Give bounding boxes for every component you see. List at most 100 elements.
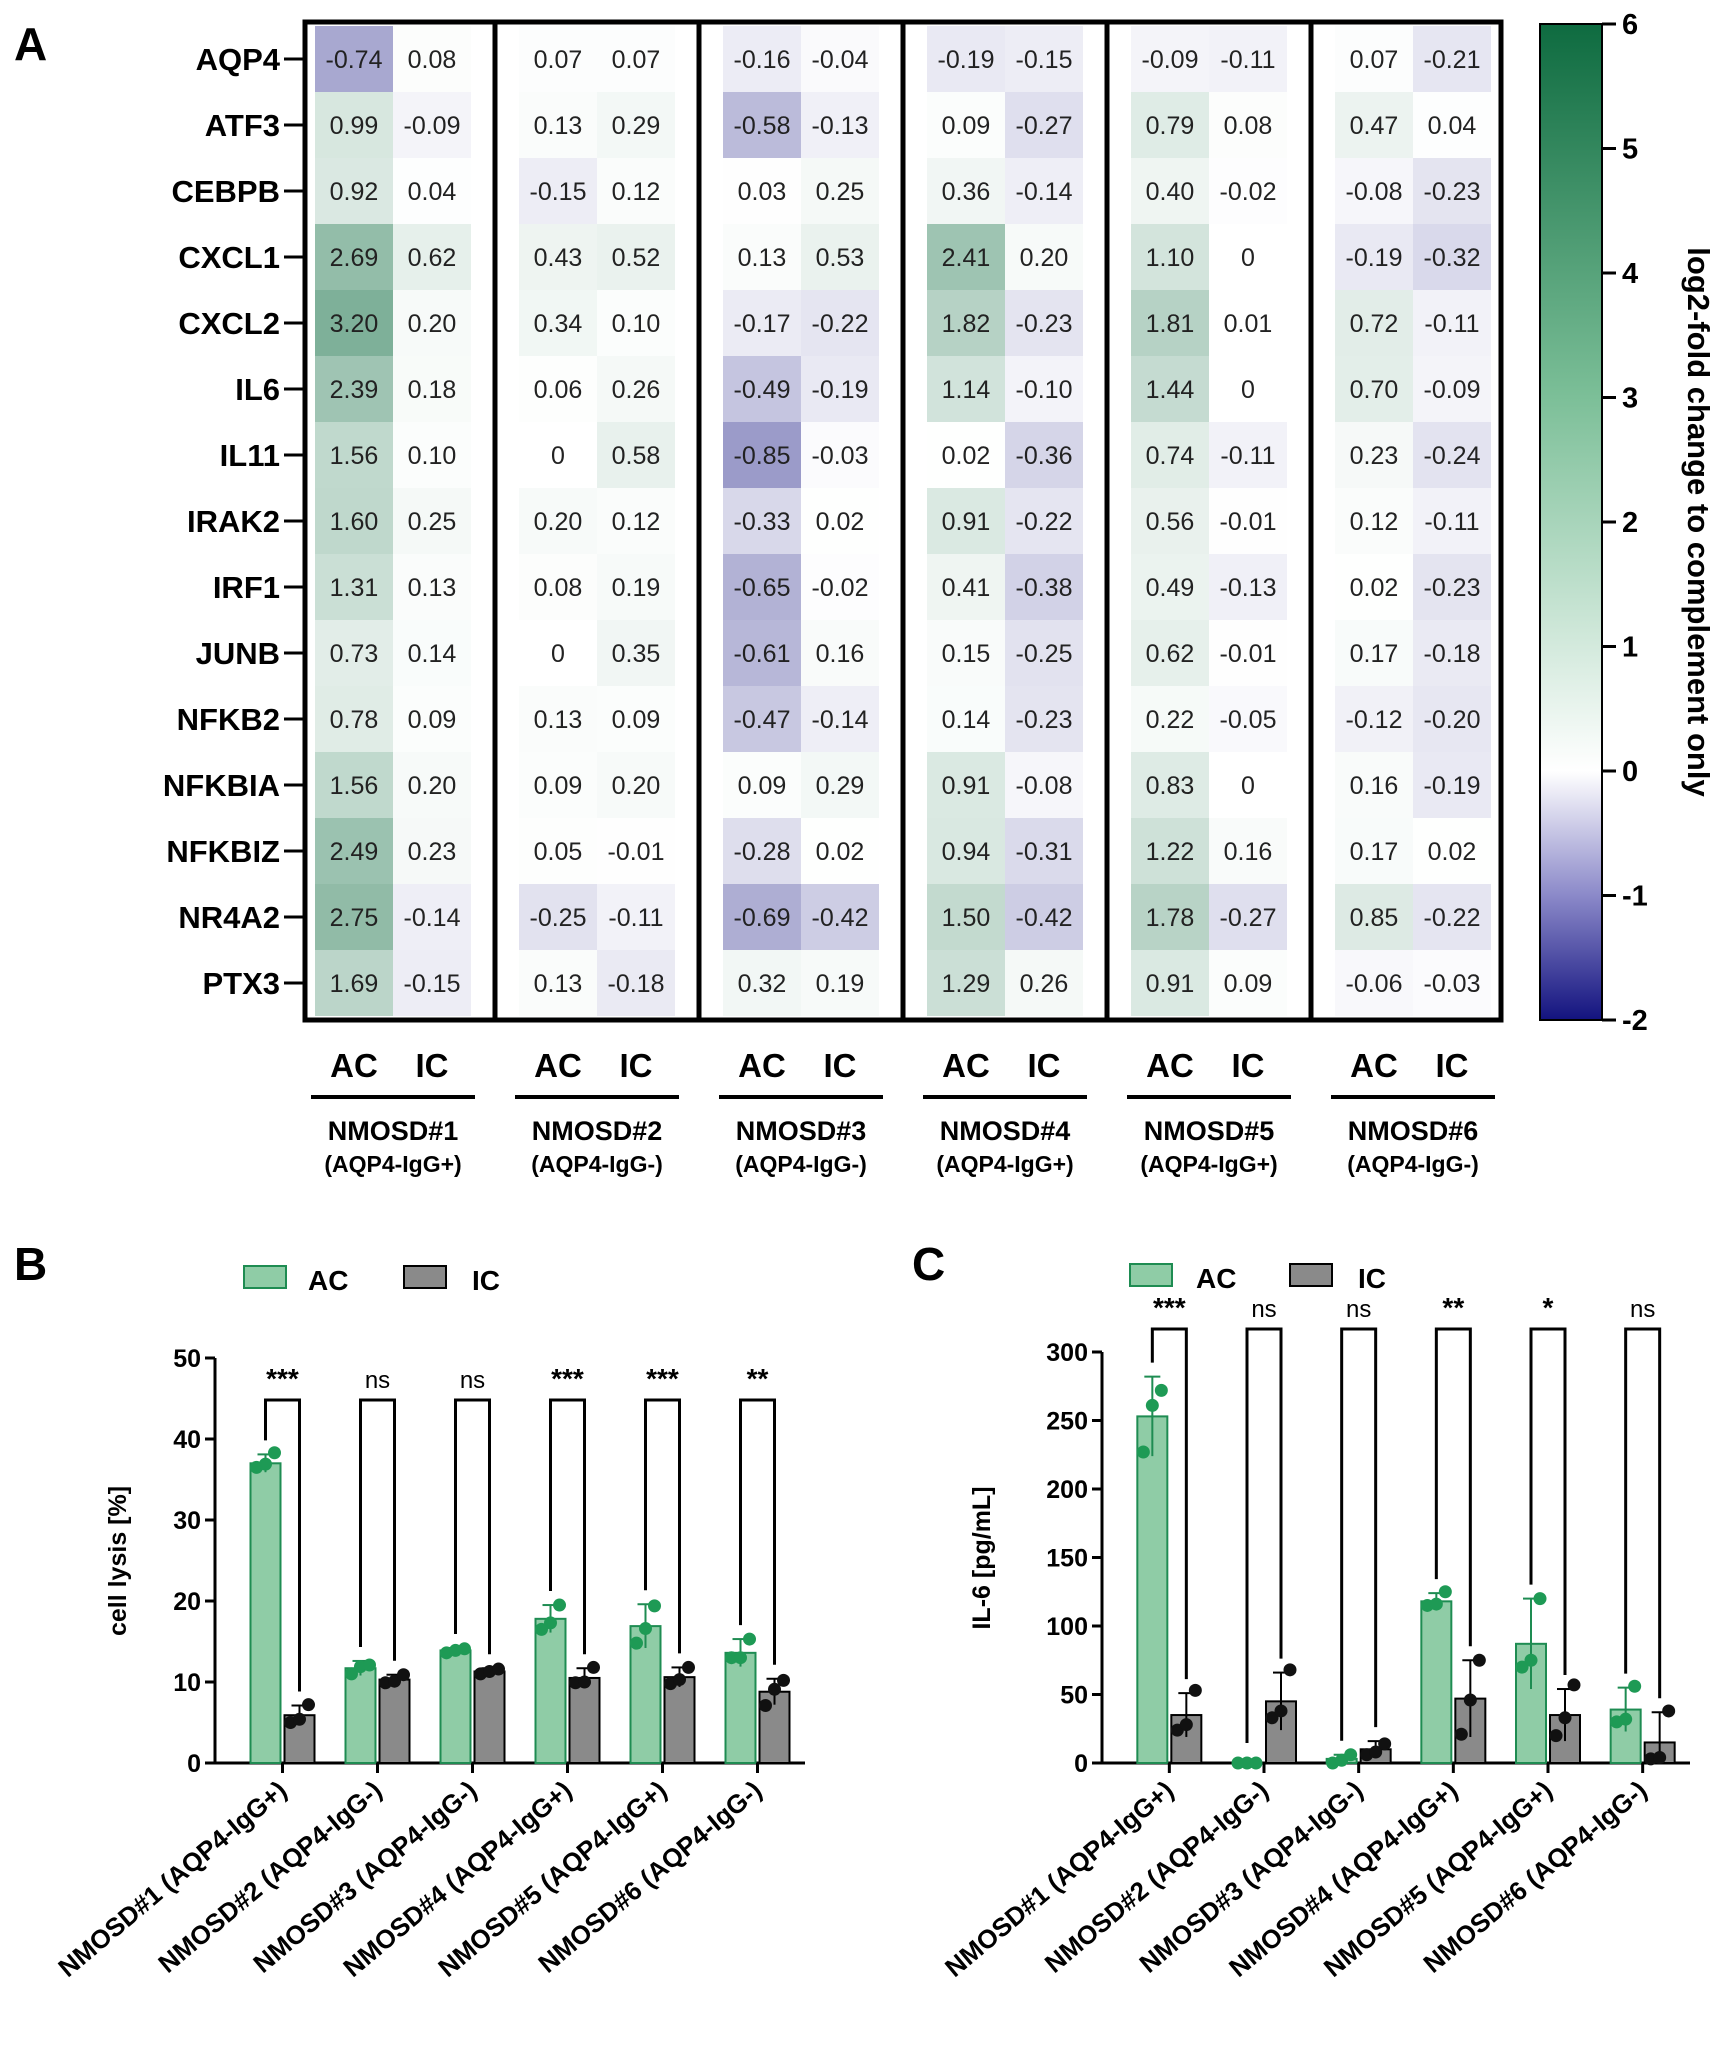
heatmap-cell bbox=[597, 290, 675, 356]
cell-value: -0.02 bbox=[812, 574, 869, 602]
cell-value: 0.14 bbox=[408, 640, 457, 668]
cell-value: 0 bbox=[551, 442, 565, 470]
y-tick-label: 150 bbox=[1046, 1545, 1088, 1573]
heatmap-cell bbox=[723, 26, 801, 92]
cell-value: 0.09 bbox=[408, 706, 457, 734]
cell-value: 0.94 bbox=[942, 838, 991, 866]
colorbar-label: log2-fold change to complement only bbox=[1681, 247, 1712, 797]
cell-value: 0.04 bbox=[1428, 112, 1477, 140]
group-label: NMOSD#6 bbox=[1348, 1116, 1479, 1146]
heatmap-cell bbox=[1005, 818, 1083, 884]
cell-value: -0.42 bbox=[812, 904, 869, 932]
heatmap-cell bbox=[1413, 752, 1491, 818]
heatmap-cell bbox=[723, 752, 801, 818]
data-point bbox=[777, 1673, 790, 1687]
data-point bbox=[1438, 1585, 1452, 1599]
cell-value: -0.11 bbox=[1424, 310, 1479, 338]
row-label: IL6 bbox=[235, 372, 280, 407]
data-point bbox=[388, 1674, 401, 1688]
cell-value: 0.09 bbox=[1224, 970, 1273, 998]
heatmap-cell bbox=[1209, 884, 1287, 950]
heatmap-cell bbox=[393, 884, 471, 950]
heatmap-cell bbox=[1335, 356, 1413, 422]
cell-value: 1.56 bbox=[330, 772, 379, 800]
heatmap-cell bbox=[1005, 752, 1083, 818]
cell-value: -0.42 bbox=[1016, 904, 1073, 932]
cell-value: 0.13 bbox=[408, 574, 457, 602]
cell-value: 0.16 bbox=[1224, 838, 1273, 866]
heatmap-cell bbox=[1209, 422, 1287, 488]
heatmap-cell bbox=[723, 92, 801, 158]
cell-value: -0.01 bbox=[1220, 508, 1277, 536]
heatmap-frames bbox=[302, 19, 1504, 1023]
cell-value: 0.16 bbox=[816, 640, 865, 668]
data-point bbox=[1558, 1711, 1572, 1725]
cell-value: -0.02 bbox=[1220, 178, 1277, 206]
significance-label: *** bbox=[1153, 1292, 1186, 1323]
data-point bbox=[1188, 1683, 1202, 1697]
heatmap-cell bbox=[519, 26, 597, 92]
cell-value: 1.22 bbox=[1146, 838, 1195, 866]
heatmap-cell bbox=[801, 686, 879, 752]
cell-value: 1.82 bbox=[942, 310, 991, 338]
heatmap-cell bbox=[1005, 620, 1083, 686]
cell-value: 0.02 bbox=[1350, 574, 1399, 602]
cell-value: 0.43 bbox=[534, 244, 583, 272]
cell-value: -0.36 bbox=[1016, 442, 1073, 470]
legend-label-ac: AC bbox=[308, 1265, 348, 1296]
row-label: CXCL2 bbox=[178, 306, 280, 341]
heatmap-cell bbox=[315, 620, 393, 686]
cell-value: -0.14 bbox=[812, 706, 869, 734]
cell-value: 1.31 bbox=[330, 574, 379, 602]
group-sublabel: (AQP4-IgG+) bbox=[324, 1151, 461, 1177]
cell-value: 0.18 bbox=[408, 376, 457, 404]
group-sublabel: (AQP4-IgG+) bbox=[1140, 1151, 1277, 1177]
data-point bbox=[1136, 1445, 1150, 1459]
cell-value: -0.22 bbox=[1016, 508, 1073, 536]
data-point bbox=[1524, 1653, 1538, 1667]
subcolumn-label: AC bbox=[738, 1047, 786, 1084]
panel-label: B bbox=[14, 1238, 47, 1290]
heatmap-cell bbox=[393, 290, 471, 356]
heatmap-cell bbox=[1131, 290, 1209, 356]
data-point bbox=[682, 1660, 695, 1674]
data-point bbox=[1179, 1718, 1193, 1732]
cell-value: 2.49 bbox=[330, 838, 379, 866]
cell-value: -0.25 bbox=[530, 904, 587, 932]
cell-value: -0.31 bbox=[1016, 838, 1073, 866]
cell-value: 0.06 bbox=[534, 376, 583, 404]
heatmap-cell bbox=[1335, 92, 1413, 158]
cell-value: -0.18 bbox=[1424, 640, 1481, 668]
cell-value: 0.14 bbox=[942, 706, 991, 734]
cell-value: -0.18 bbox=[608, 970, 665, 998]
y-tick-label: 10 bbox=[173, 1669, 201, 1697]
cell-value: -0.14 bbox=[1016, 178, 1073, 206]
heatmap-cell bbox=[597, 752, 675, 818]
heatmap-cell bbox=[1335, 488, 1413, 554]
cell-value: 0.23 bbox=[1350, 442, 1399, 470]
heatmap-cell bbox=[519, 620, 597, 686]
heatmap-cell bbox=[801, 950, 879, 1016]
y-tick-label: 100 bbox=[1046, 1613, 1088, 1641]
significance-label: *** bbox=[551, 1363, 584, 1394]
heatmap-cell bbox=[801, 26, 879, 92]
cell-value: 1.60 bbox=[330, 508, 379, 536]
cell-value: -0.32 bbox=[1424, 244, 1481, 272]
cell-value: -0.09 bbox=[404, 112, 461, 140]
heatmap-cell bbox=[1413, 92, 1491, 158]
cell-value: 0.34 bbox=[534, 310, 583, 338]
cell-value: 0.02 bbox=[942, 442, 991, 470]
heatmap-cell bbox=[1005, 26, 1083, 92]
row-label: IRF1 bbox=[213, 570, 280, 605]
data-point bbox=[1549, 1729, 1563, 1743]
cell-value: -0.06 bbox=[1346, 970, 1403, 998]
cell-value: 0.73 bbox=[330, 640, 379, 668]
legend-label-ic: IC bbox=[472, 1265, 500, 1296]
heatmap-cell bbox=[1131, 554, 1209, 620]
subcolumn-label: IC bbox=[1436, 1047, 1469, 1084]
cell-value: 0.56 bbox=[1146, 508, 1195, 536]
cell-value: -0.11 bbox=[1424, 508, 1479, 536]
cell-value: -0.58 bbox=[734, 112, 791, 140]
heatmap-cell bbox=[597, 26, 675, 92]
data-point bbox=[1240, 1756, 1254, 1770]
